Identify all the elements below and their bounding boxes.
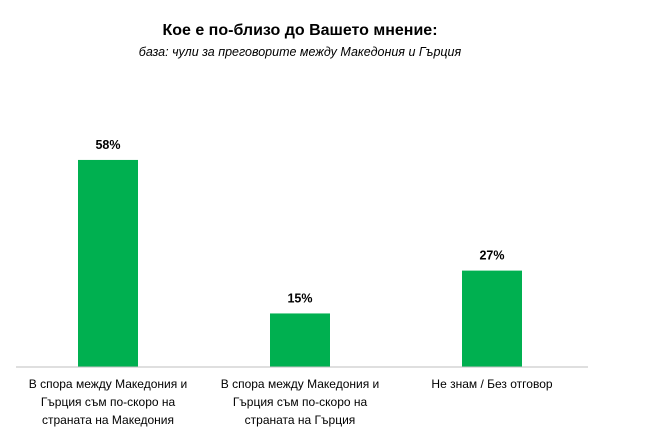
chart-title: Кое е по-близо до Вашето мнение: xyxy=(162,22,437,39)
bar-2 xyxy=(270,313,330,367)
data-label-3: 27% xyxy=(479,249,504,263)
bar-1 xyxy=(78,159,138,367)
category-labels-group: В спора между Македония и Гърция съм по-с… xyxy=(29,377,553,427)
category-label-1: В спора между Македония и Гърция съм по-с… xyxy=(29,377,187,427)
bars-group: 58% 15% 27% xyxy=(78,138,522,367)
category-label-3-line-1: Не знам / Без отговор xyxy=(431,377,552,391)
category-label-3: Не знам / Без отговор xyxy=(431,377,552,391)
data-label-1: 58% xyxy=(95,138,120,152)
data-label-2: 15% xyxy=(287,291,312,305)
bar-3 xyxy=(462,270,522,367)
category-label-2-line-2: Гърция съм по-скоро на xyxy=(233,395,368,409)
category-label-1-line-3: страната на Македония xyxy=(42,413,174,427)
category-label-1-line-2: Гърция съм по-скоро на xyxy=(41,395,176,409)
category-label-1-line-1: В спора между Македония и xyxy=(29,377,187,391)
category-label-2: В спора между Македония и Гърция съм по-с… xyxy=(221,377,379,427)
category-label-2-line-3: страната на Гърция xyxy=(245,413,356,427)
category-label-2-line-1: В спора между Македония и xyxy=(221,377,379,391)
chart-subtitle: база: чули за преговорите между Македони… xyxy=(139,45,462,59)
